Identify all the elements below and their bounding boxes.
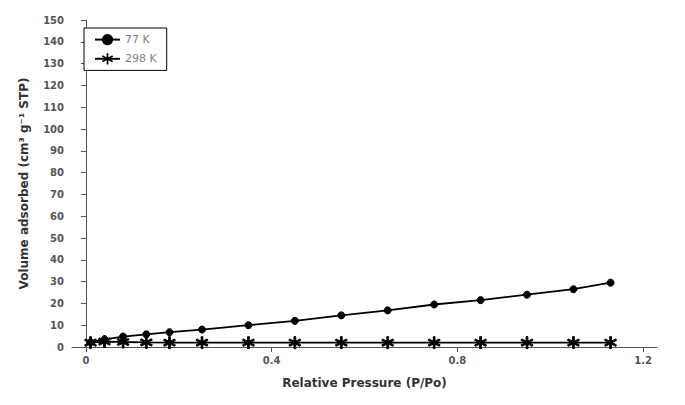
svg-text:150: 150 xyxy=(43,15,64,26)
svg-text:80: 80 xyxy=(50,167,64,178)
svg-text:40: 40 xyxy=(50,254,64,265)
svg-text:10: 10 xyxy=(50,320,64,331)
svg-text:Volume adsorbed (cm³ g⁻¹ STP): Volume adsorbed (cm³ g⁻¹ STP) xyxy=(17,78,31,290)
svg-text:60: 60 xyxy=(50,211,64,222)
svg-text:100: 100 xyxy=(43,124,64,135)
svg-text:120: 120 xyxy=(43,80,64,91)
svg-text:20: 20 xyxy=(50,298,64,309)
svg-text:90: 90 xyxy=(50,145,64,156)
svg-text:1.2: 1.2 xyxy=(634,355,652,366)
svg-text:0.4: 0.4 xyxy=(263,355,281,366)
svg-text:77 K: 77 K xyxy=(125,33,150,46)
svg-text:70: 70 xyxy=(50,189,64,200)
svg-text:110: 110 xyxy=(43,102,64,113)
svg-text:130: 130 xyxy=(43,58,64,69)
svg-text:Relative Pressure (P/Po): Relative Pressure (P/Po) xyxy=(282,376,447,390)
svg-text:0: 0 xyxy=(57,342,64,353)
svg-text:298 K: 298 K xyxy=(125,52,157,65)
svg-text:140: 140 xyxy=(43,36,64,47)
svg-text:0: 0 xyxy=(82,355,89,366)
svg-text:30: 30 xyxy=(50,276,64,287)
svg-text:0.8: 0.8 xyxy=(448,355,466,366)
svg-text:50: 50 xyxy=(50,233,64,244)
